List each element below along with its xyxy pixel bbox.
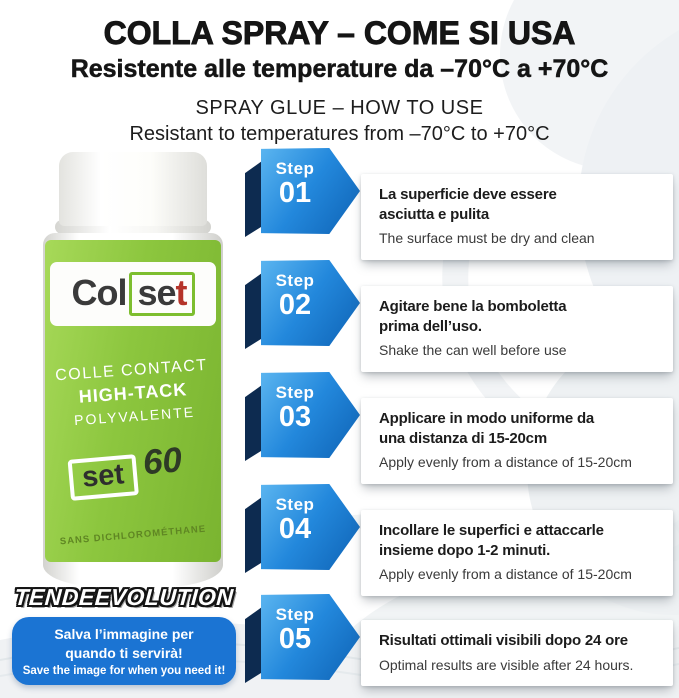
step-card: Risultati ottimali visibili dopo 24 ore … [361, 620, 673, 686]
arrow-fold [245, 273, 262, 349]
step-text-english: Apply evenly from a distance of 15-20cm [379, 566, 632, 582]
step-number: 05 [278, 623, 312, 655]
model-badge: set 60 [67, 440, 184, 501]
save-note-english: Save the image for when you need it! [22, 664, 226, 677]
step-row-03: Step 03 Applicare in modo uniforme da un… [245, 370, 679, 484]
step-row-04: Step 04 Incollare le superfici e attacca… [245, 482, 679, 596]
product-can-image: Col set COLLE CONTACT HIGH-TACK POLYVALEN… [30, 150, 240, 590]
brand-box: set [129, 272, 195, 316]
can-green-label: Col set COLLE CONTACT HIGH-TACK POLYVALEN… [45, 240, 221, 562]
can-footnote: SANS DICHLOROMÉTHANE [59, 523, 207, 548]
step-row-05: Step 05 Risultati ottimali visibili dopo… [245, 592, 679, 688]
brand-part-se: se [137, 272, 176, 313]
can-body: Col set COLLE CONTACT HIGH-TACK POLYVALEN… [43, 233, 223, 587]
page-title-english: SPRAY GLUE – HOW TO USE [195, 97, 484, 119]
step-text-italian: La superficie deve essere asciutta e pul… [379, 186, 557, 223]
step-number: 03 [278, 401, 312, 433]
save-image-note-box: Salva l’immagine per quando ti servirà! … [12, 617, 236, 685]
step-text-italian: Agitare bene la bomboletta prima dell’us… [379, 298, 567, 335]
step-badge: Step 05 [261, 605, 329, 656]
step-badge: Step 02 [261, 271, 329, 322]
header: COLLA SPRAY – COME SI USA Resistente all… [0, 0, 679, 146]
save-note-italian: Salva l’immagine per quando ti servirà! [54, 626, 194, 661]
brand-logo: Col set [71, 272, 195, 316]
arrow-fold [245, 385, 262, 461]
step-word: Step [275, 271, 315, 290]
step-word: Step [275, 383, 315, 402]
step-text-italian: Incollare le superfici e attaccarle insi… [379, 522, 604, 559]
step-text-english: Apply evenly from a distance of 15-20cm [379, 454, 632, 470]
step-badge: Step 01 [261, 159, 329, 210]
step-word: Step [275, 495, 315, 514]
step-arrow-icon: Step 03 [245, 370, 361, 462]
step-card: La superficie deve essere asciutta e pul… [361, 174, 673, 260]
can-cap [59, 152, 207, 226]
arrow-fold [245, 161, 262, 237]
step-badge: Step 04 [261, 495, 329, 546]
step-text-italian: Applicare in modo uniforme da una distan… [379, 410, 595, 447]
step-arrow-icon: Step 04 [245, 482, 361, 574]
step-text-english: Shake the can well before use [379, 342, 567, 358]
step-card: Applicare in modo uniforme da una distan… [361, 398, 673, 484]
step-arrow-icon: Step 05 [245, 592, 361, 684]
step-text-english: Optimal results are visible after 24 hou… [379, 656, 634, 673]
arrow-fold [245, 607, 262, 683]
step-text-english: The surface must be dry and clean [379, 230, 595, 246]
step-row-01: Step 01 La superficie deve essere asciut… [245, 146, 679, 260]
brand-part-t: t [175, 272, 188, 313]
step-row-02: Step 02 Agitare bene la bomboletta prima… [245, 258, 679, 372]
page-subtitle-english: Resistant to temperatures from –70°C to … [129, 123, 550, 145]
can-label-text: COLLE CONTACT HIGH-TACK POLYVALENTE [43, 356, 223, 430]
steps-column: Step 01 La superficie deve essere asciut… [245, 0, 679, 698]
step-text-italian: Risultati ottimali visibili dopo 24 ore [379, 632, 628, 649]
step-number: 01 [278, 177, 312, 209]
step-badge: Step 03 [261, 383, 329, 434]
arrow-fold [245, 497, 262, 573]
step-arrow-icon: Step 02 [245, 258, 361, 350]
step-word: Step [275, 605, 315, 624]
step-arrow-icon: Step 01 [245, 146, 361, 238]
step-card: Incollare le superfici e attaccarle insi… [361, 510, 673, 596]
step-card: Agitare bene la bomboletta prima dell’us… [361, 286, 673, 372]
step-number: 02 [278, 289, 312, 321]
step-number: 04 [278, 513, 312, 545]
brand-part-col: Col [71, 272, 127, 313]
page-subtitle-italian: Resistente alle temperature da –70°C a +… [70, 55, 609, 84]
brand-panel: Col set [50, 262, 216, 326]
page-title: COLLA SPRAY – COME SI USA [103, 15, 576, 52]
step-word: Step [275, 159, 315, 178]
model-number: 60 [141, 440, 184, 483]
model-set-box: set [67, 454, 139, 501]
seller-logo-text: TENDEEVOLUTION [13, 584, 235, 610]
